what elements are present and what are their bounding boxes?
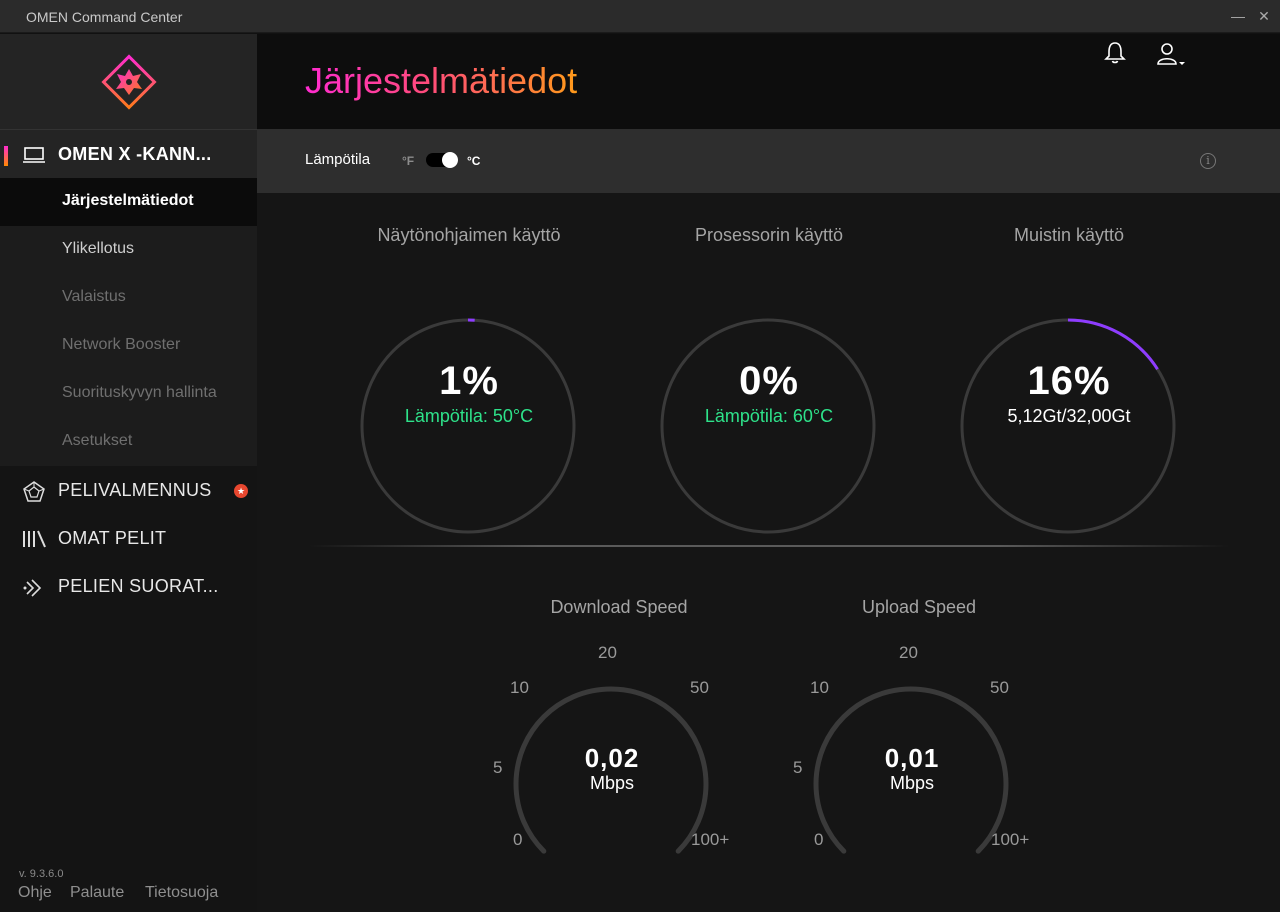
- upload-speed-arc: [813, 686, 1009, 854]
- sidebar-item-label: Suorituskyvyn hallinta: [62, 384, 217, 401]
- logo-area: [0, 34, 257, 130]
- info-icon[interactable]: i: [1200, 153, 1216, 169]
- memory-usage-detail: 5,12Gt/32,00Gt: [1007, 406, 1131, 426]
- usage-ring-track: [660, 318, 876, 534]
- unit-celsius-label: °C: [467, 154, 481, 168]
- download-speed-value: 0,02: [584, 743, 640, 773]
- sidebar-item-suorituskyvyn-hallinta[interactable]: Suorituskyvyn hallinta: [0, 370, 257, 418]
- sidebar-item-label: PELIEN SUORAT...: [58, 576, 219, 596]
- active-accent-bar: [4, 146, 8, 166]
- library-icon: [23, 530, 46, 548]
- sidebar-item-jarjestelmatiedot[interactable]: Järjestelmätiedot: [0, 178, 257, 226]
- speed-gauges: [513, 686, 1009, 854]
- user-icon[interactable]: [1155, 40, 1187, 68]
- memory-usage-value: 16%: [1027, 359, 1111, 403]
- sidebar-item-label: Ylikellotus: [62, 240, 135, 257]
- notification-badge: ★: [234, 484, 248, 498]
- download-tick-100: 100+: [691, 830, 730, 849]
- sidebar-item-pelivalmennus[interactable]: PELIVALMENNUS ★: [0, 466, 257, 514]
- download-tick-50: 50: [690, 678, 709, 697]
- main-content: Järjestelmätiedot Lämpötila °F °C i Näyt…: [257, 34, 1280, 912]
- bell-icon[interactable]: [1103, 40, 1127, 66]
- sidebar-item-network-booster[interactable]: Network Booster: [0, 322, 257, 370]
- sidebar-item-omat-pelit[interactable]: OMAT PELIT: [0, 514, 257, 562]
- sidebar: OMEN X -KANN... Järjestelmätiedot Ylikel…: [0, 34, 257, 912]
- sidebar-item-label: Järjestelmätiedot: [62, 192, 194, 209]
- laptop-icon: [23, 147, 45, 163]
- upload-tick-0: 0: [814, 830, 824, 849]
- upload-tick-20: 20: [899, 643, 918, 662]
- upload-speed-unit: Mbps: [889, 773, 934, 793]
- download-speed-title: Download Speed: [550, 597, 688, 617]
- upload-tick-10: 10: [810, 678, 829, 697]
- sidebar-item-ylikellotus[interactable]: Ylikellotus: [0, 226, 257, 274]
- cpu-usage-title: Prosessorin käyttö: [694, 225, 844, 245]
- gpu-usage-value: 1%: [439, 359, 499, 403]
- title-bar: OMEN Command Center — ✕: [0, 0, 1280, 33]
- sidebar-section-omen-x[interactable]: OMEN X -KANN...: [0, 130, 257, 178]
- temperature-label: Lämpötila: [305, 151, 371, 168]
- sidebar-section-label: OMEN X -KANN...: [58, 144, 212, 164]
- download-speed-arc: [513, 686, 709, 854]
- sidebar-lower: PELIVALMENNUS ★ OMAT PELIT PELIEN SUORAT…: [0, 466, 257, 912]
- download-tick-0: 0: [513, 830, 523, 849]
- sidebar-item-label: OMAT PELIT: [58, 528, 167, 548]
- upload-tick-5: 5: [793, 758, 803, 777]
- sidebar-item-label: PELIVALMENNUS: [58, 480, 212, 500]
- toggle-knob: [442, 152, 458, 168]
- upload-tick-100: 100+: [991, 830, 1030, 849]
- temperature-bar: Lämpötila °F °C i: [257, 129, 1280, 193]
- temperature-unit-toggle[interactable]: [426, 152, 458, 168]
- help-link[interactable]: Ohje: [18, 884, 52, 901]
- download-speed-unit: Mbps: [589, 773, 634, 793]
- app-title: OMEN Command Center: [26, 9, 183, 25]
- cpu-usage-value: 0%: [739, 359, 799, 403]
- coaching-icon: [23, 481, 45, 502]
- page-title: Järjestelmätiedot: [305, 60, 578, 101]
- usage-ring-progress: [1067, 318, 1159, 371]
- privacy-link[interactable]: Tietosuoja: [145, 884, 219, 901]
- version-label: v. 9.3.6.0: [19, 868, 64, 880]
- upload-speed-title: Upload Speed: [861, 597, 977, 617]
- cpu-temperature: Lämpötila: 60°C: [704, 406, 834, 426]
- sidebar-item-label: Valaistus: [62, 288, 126, 305]
- omen-logo-icon: [101, 54, 157, 110]
- usage-rings: [360, 318, 1176, 534]
- minimize-button[interactable]: —: [1231, 8, 1245, 24]
- memory-usage-title: Muistin käyttö: [1013, 225, 1125, 245]
- unit-fahrenheit-label: °F: [402, 154, 415, 168]
- page-header: Järjestelmätiedot: [257, 34, 1280, 129]
- download-tick-5: 5: [493, 758, 503, 777]
- feedback-link[interactable]: Palaute: [70, 884, 125, 901]
- sidebar-item-valaistus[interactable]: Valaistus: [0, 274, 257, 322]
- section-divider: [309, 545, 1229, 547]
- sidebar-item-pelien-suorat[interactable]: PELIEN SUORAT...: [0, 562, 257, 610]
- upload-speed-value: 0,01: [884, 743, 940, 773]
- stream-icon: [23, 579, 42, 597]
- sidebar-item-label: Asetukset: [62, 432, 133, 449]
- download-tick-10: 10: [510, 678, 529, 697]
- upload-tick-50: 50: [990, 678, 1009, 697]
- close-button[interactable]: ✕: [1258, 8, 1270, 24]
- sidebar-item-label: Network Booster: [62, 336, 181, 353]
- gpu-temperature: Lämpötila: 50°C: [404, 406, 534, 426]
- sidebar-item-asetukset[interactable]: Asetukset: [0, 418, 257, 466]
- gpu-usage-title: Näytönohjaimen käyttö: [377, 225, 561, 245]
- download-tick-20: 20: [598, 643, 617, 662]
